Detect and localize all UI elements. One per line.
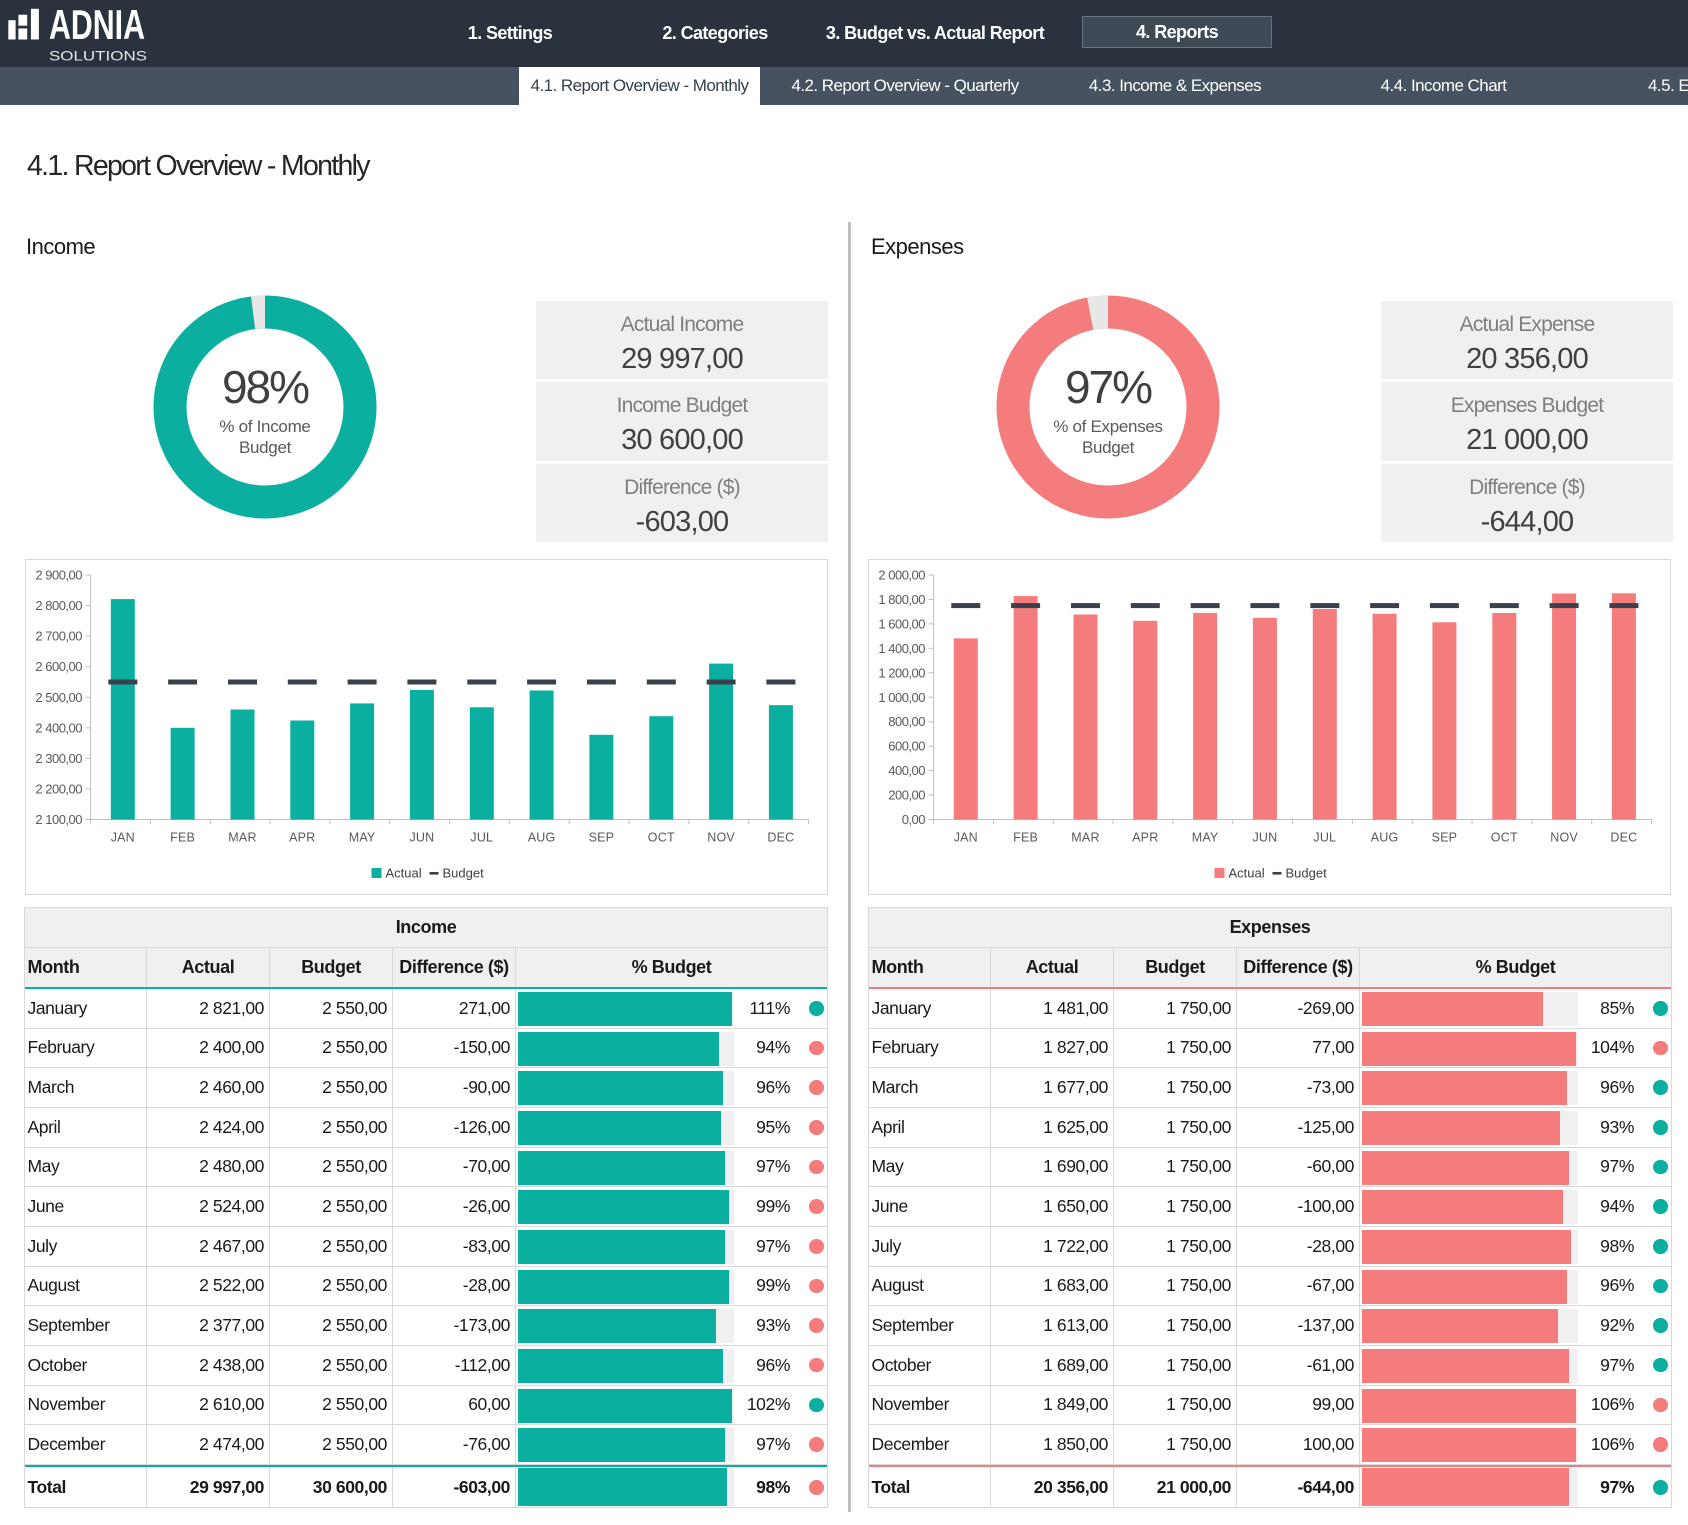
svg-text:APR: APR (1132, 831, 1158, 845)
svg-text:Budget: Budget (1286, 866, 1328, 881)
svg-text:JUN: JUN (409, 831, 434, 845)
svg-text:AUG: AUG (528, 831, 556, 845)
svg-text:DEC: DEC (767, 831, 794, 845)
svg-text:SEP: SEP (589, 831, 615, 845)
svg-text:JUL: JUL (1313, 831, 1336, 845)
svg-text:1 000,00: 1 000,00 (878, 690, 925, 705)
svg-text:200,00: 200,00 (888, 788, 925, 803)
svg-text:NOV: NOV (707, 831, 735, 845)
svg-text:MAY: MAY (349, 831, 376, 845)
svg-text:Actual: Actual (386, 866, 422, 881)
svg-text:AUG: AUG (1371, 831, 1399, 845)
svg-text:2 400,00: 2 400,00 (35, 720, 82, 735)
svg-text:APR: APR (289, 831, 315, 845)
svg-text:SOLUTIONS: SOLUTIONS (49, 48, 147, 64)
svg-text:DEC: DEC (1610, 831, 1637, 845)
svg-text:JUN: JUN (1252, 831, 1277, 845)
svg-text:FEB: FEB (170, 831, 195, 845)
svg-text:1 200,00: 1 200,00 (878, 665, 925, 680)
svg-text:1 400,00: 1 400,00 (878, 641, 925, 656)
svg-text:FEB: FEB (1013, 831, 1038, 845)
svg-text:JAN: JAN (111, 831, 135, 845)
svg-text:JAN: JAN (954, 831, 978, 845)
svg-text:1 600,00: 1 600,00 (878, 616, 925, 631)
svg-text:2 000,00: 2 000,00 (878, 568, 925, 583)
svg-text:ADNIA: ADNIA (49, 1, 145, 48)
svg-text:MAY: MAY (1192, 831, 1219, 845)
svg-text:0,00: 0,00 (902, 812, 926, 827)
svg-text:SEP: SEP (1432, 831, 1458, 845)
svg-text:OCT: OCT (1491, 831, 1518, 845)
svg-text:2 700,00: 2 700,00 (35, 629, 82, 644)
svg-text:1 800,00: 1 800,00 (878, 592, 925, 607)
svg-text:800,00: 800,00 (888, 714, 925, 729)
svg-text:2 100,00: 2 100,00 (35, 812, 82, 827)
svg-text:Budget: Budget (443, 866, 485, 881)
svg-text:2 800,00: 2 800,00 (35, 598, 82, 613)
svg-text:JUL: JUL (470, 831, 493, 845)
svg-text:600,00: 600,00 (888, 739, 925, 754)
svg-text:400,00: 400,00 (888, 763, 925, 778)
svg-text:2 900,00: 2 900,00 (35, 568, 82, 583)
svg-text:MAR: MAR (1071, 831, 1099, 845)
svg-text:2 300,00: 2 300,00 (35, 751, 82, 766)
svg-text:MAR: MAR (228, 831, 256, 845)
svg-text:2 500,00: 2 500,00 (35, 690, 82, 705)
svg-text:2 600,00: 2 600,00 (35, 659, 82, 674)
svg-text:NOV: NOV (1550, 831, 1578, 845)
svg-text:Actual: Actual (1229, 866, 1265, 881)
svg-text:OCT: OCT (648, 831, 675, 845)
svg-text:2 200,00: 2 200,00 (35, 781, 82, 796)
